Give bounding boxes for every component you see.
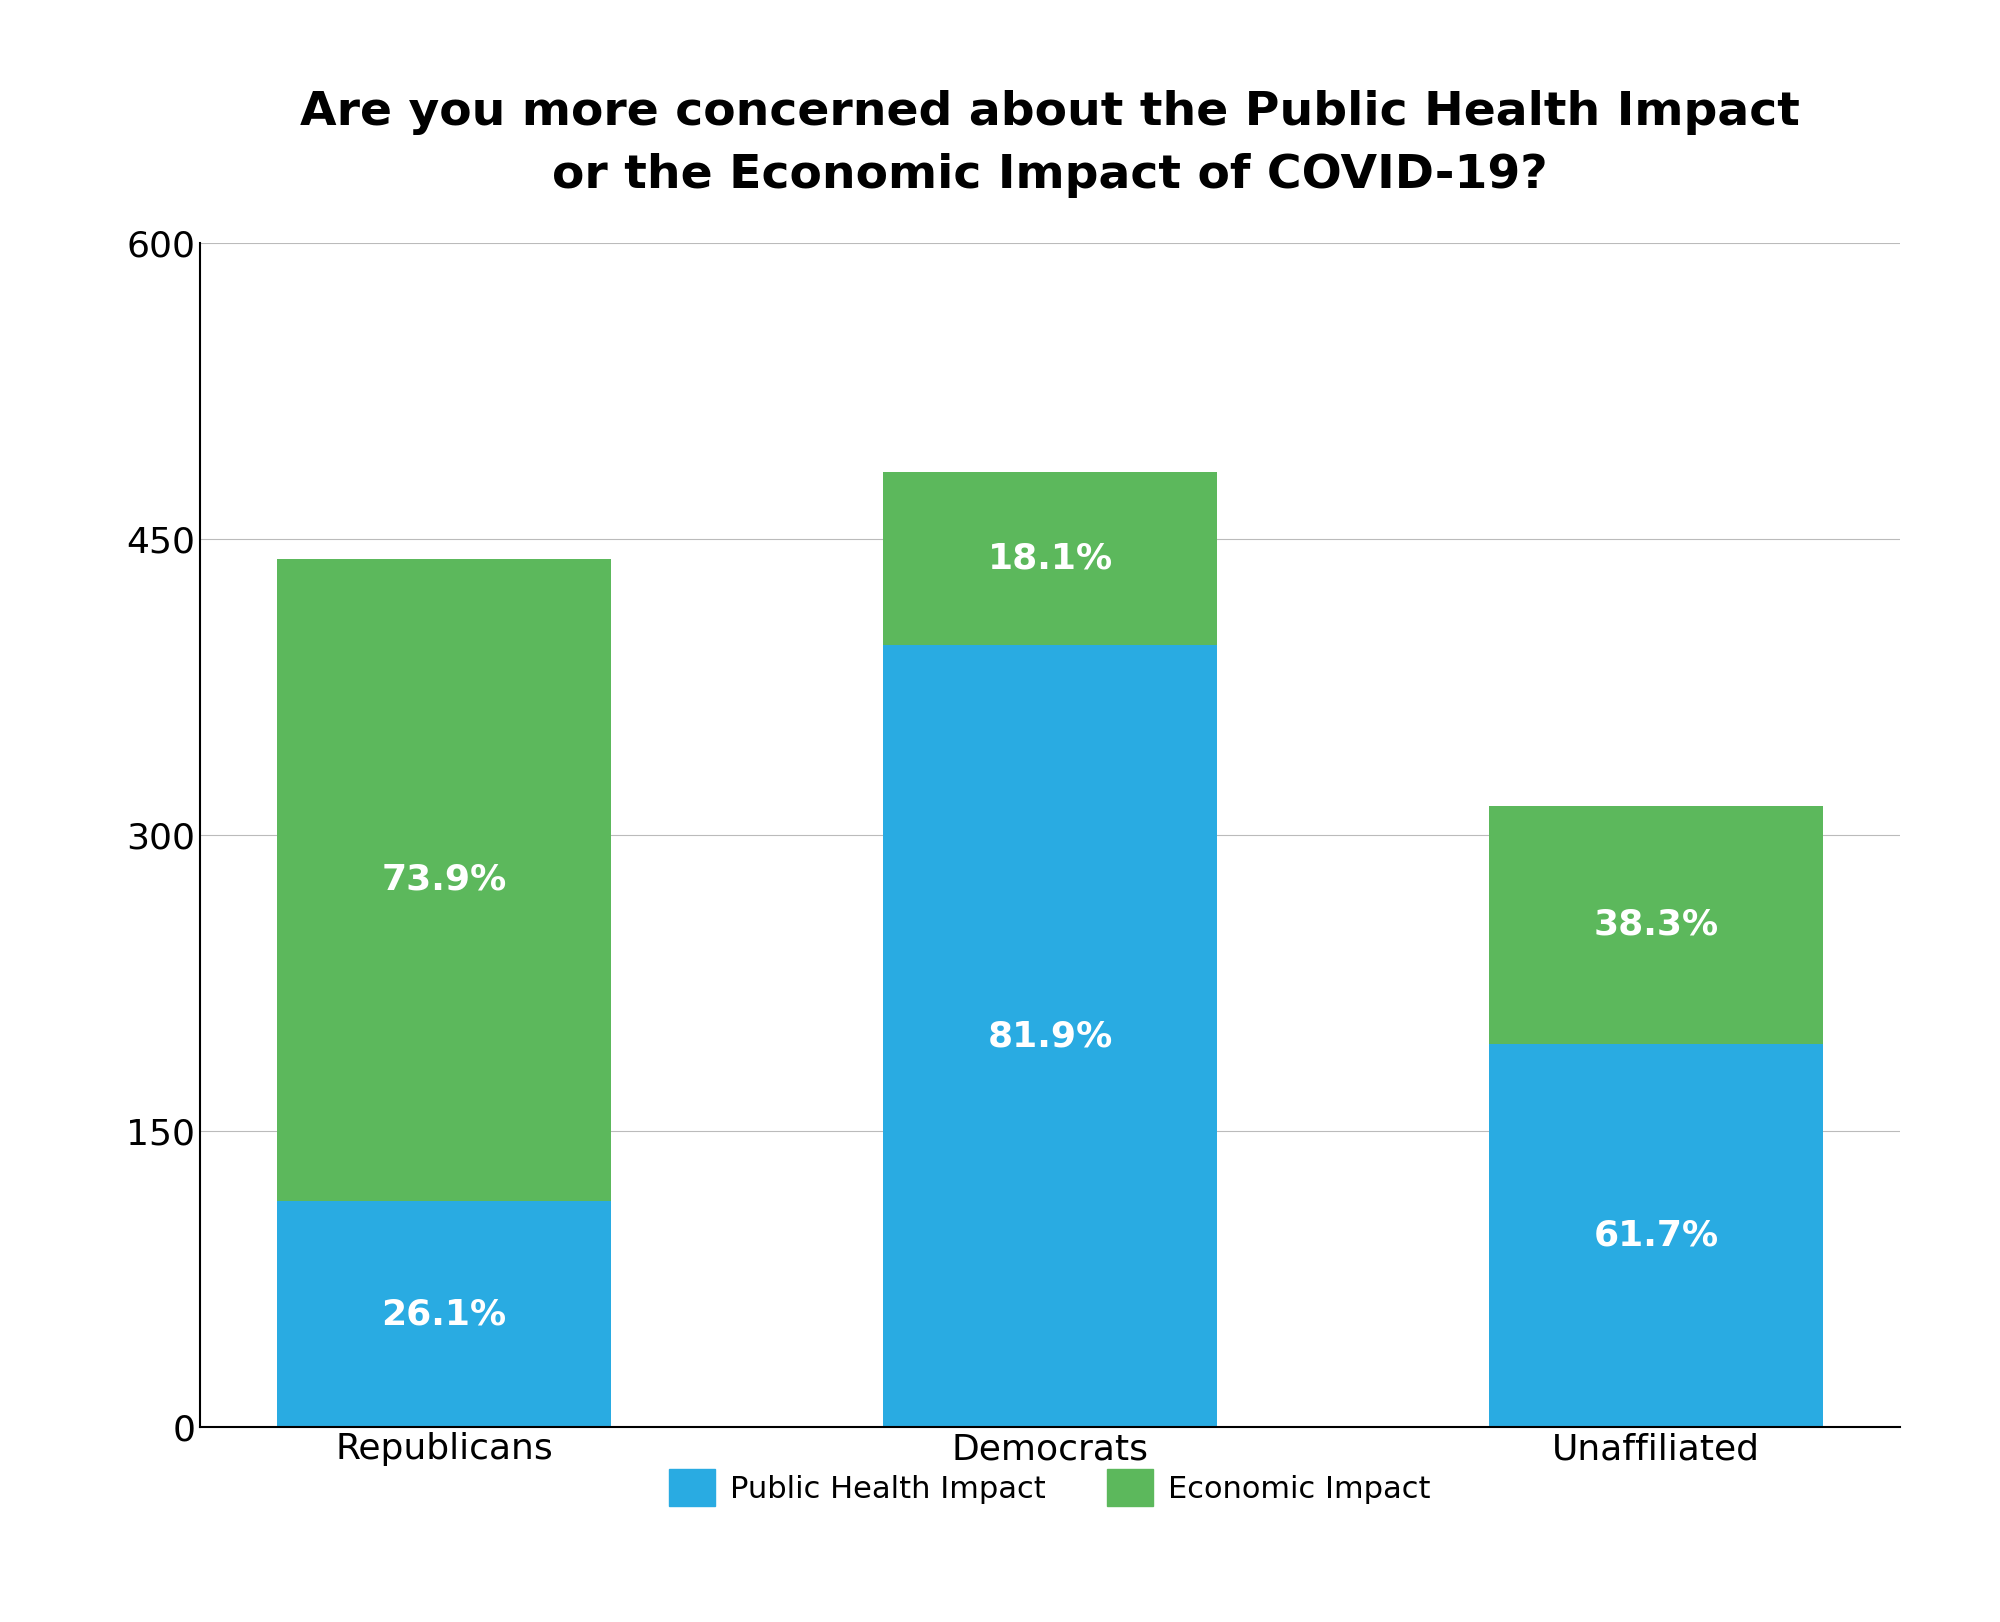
Text: 26.1%: 26.1% [382,1298,506,1332]
Bar [278,1200,610,1427]
Legend: Public Health Impact, Economic Impact: Public Health Impact, Economic Impact [656,1457,1444,1518]
Bar [1490,806,1822,1045]
Bar [884,646,1216,1427]
Bar [884,472,1216,646]
Text: 81.9%: 81.9% [988,1019,1112,1053]
Title: Are you more concerned about the Public Health Impact
or the Economic Impact of : Are you more concerned about the Public … [300,91,1800,198]
Text: 61.7%: 61.7% [1594,1218,1718,1252]
Bar [1490,1045,1822,1427]
Bar [278,560,610,1200]
Text: 73.9%: 73.9% [382,863,506,897]
Text: 18.1%: 18.1% [988,542,1112,576]
Text: 38.3%: 38.3% [1594,908,1718,942]
